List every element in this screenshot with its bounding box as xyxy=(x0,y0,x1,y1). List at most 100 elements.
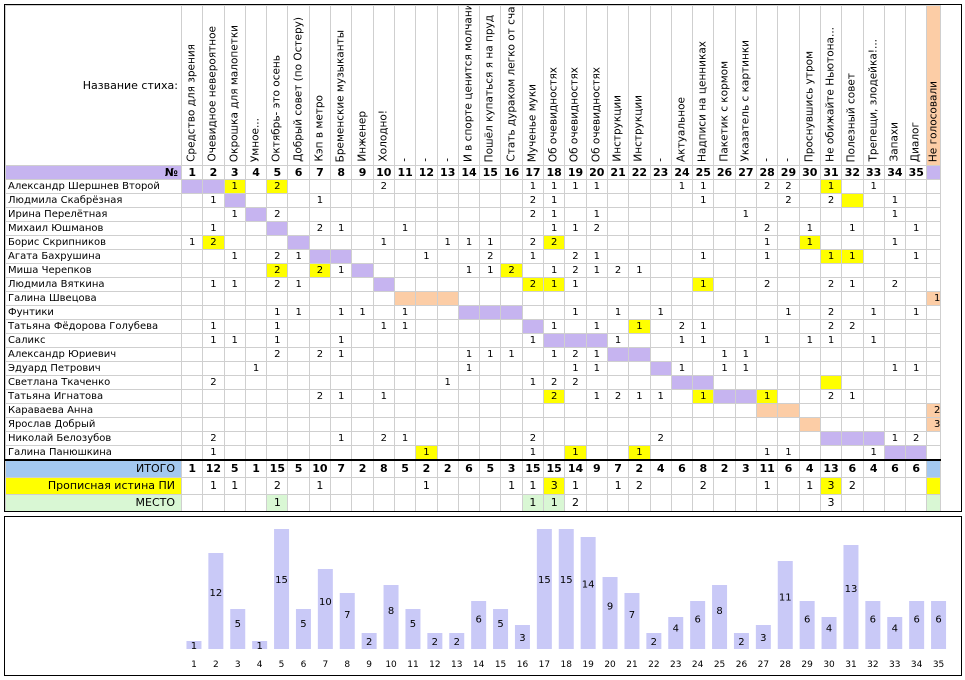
vote-cell: 1 xyxy=(479,235,502,250)
voter-name: Фунтики xyxy=(5,305,182,320)
pi-value xyxy=(777,477,800,495)
vote-cell: 1 xyxy=(692,193,715,208)
vote-cell: 2 xyxy=(308,347,332,362)
vote-cell xyxy=(393,193,417,208)
vote-cell: 1 xyxy=(543,193,566,208)
vote-cell xyxy=(180,445,204,461)
pi-value xyxy=(351,477,374,495)
pi-label: Прописная истина ПИ xyxy=(5,477,182,495)
vote-cell xyxy=(244,249,268,264)
vote-cell xyxy=(756,207,779,222)
vote-cell xyxy=(223,403,246,418)
vote-cell xyxy=(202,417,225,432)
vote-cell xyxy=(564,431,587,446)
vote-cell xyxy=(713,277,736,292)
vote-cell xyxy=(266,193,289,208)
pi-value xyxy=(670,477,694,495)
bar xyxy=(493,609,509,649)
poem-title: Запахи xyxy=(888,122,901,162)
vote-cell xyxy=(372,305,395,320)
bar xyxy=(295,609,311,649)
voter-row: Фунтики 1 1 1 1 1 1 1 1 1 2 1 1 xyxy=(5,305,942,320)
vote-cell xyxy=(606,375,630,390)
vote-cell xyxy=(734,333,758,348)
vote-cell: 2 xyxy=(266,347,289,362)
vote-cell xyxy=(713,179,736,194)
poem-title-cell: Об очевидностях xyxy=(564,5,587,166)
vote-cell xyxy=(500,333,523,348)
vote-cell: 1 xyxy=(266,319,289,334)
bar xyxy=(317,569,333,649)
vote-cell xyxy=(479,319,502,334)
vote-cell xyxy=(500,417,523,432)
vote-cell xyxy=(308,431,332,446)
vote-cell xyxy=(585,431,608,446)
vote-cell: 1 xyxy=(905,305,928,320)
voter-name: Саликс xyxy=(5,333,182,348)
vote-cell: 1 xyxy=(287,305,310,320)
bar xyxy=(624,593,640,649)
vote-cell xyxy=(372,417,395,432)
vote-cell: 1 xyxy=(585,249,608,264)
vote-cell xyxy=(180,389,204,404)
x-tick-label: 21 xyxy=(626,660,637,670)
vote-cell xyxy=(223,375,246,390)
place-value xyxy=(287,494,310,511)
x-tick-label: 27 xyxy=(758,660,769,670)
poem-title: Актуальное xyxy=(675,97,688,162)
x-tick-label: 20 xyxy=(604,660,616,670)
vote-cell xyxy=(649,277,672,292)
place-value xyxy=(798,494,821,511)
voter-row: Саликс 1 1 1 1 1 1 1 1 1 1 1 1 xyxy=(5,333,942,348)
vote-cell xyxy=(777,207,800,222)
vote-cell xyxy=(479,445,502,461)
vote-cell xyxy=(436,263,459,278)
bar-value-label: 9 xyxy=(607,601,613,612)
vote-cell xyxy=(628,179,651,194)
poem-title: Диалог xyxy=(909,121,922,162)
vote-cell xyxy=(606,249,630,264)
vote-cell xyxy=(351,403,374,418)
x-tick-label: 4 xyxy=(257,660,263,670)
vote-cell xyxy=(393,347,417,362)
total-value: 7 xyxy=(606,459,630,478)
vote-cell xyxy=(670,389,694,404)
bar xyxy=(471,601,487,649)
voter-name: Эдуард Петрович xyxy=(5,361,182,376)
vote-cell xyxy=(819,431,843,446)
not-voted-cell xyxy=(926,347,942,362)
bar-value-label: 10 xyxy=(319,597,332,608)
vote-cell xyxy=(393,403,417,418)
vote-cell xyxy=(521,347,545,362)
vote-cell xyxy=(180,319,204,334)
vote-cell xyxy=(330,361,353,376)
x-tick-label: 2 xyxy=(213,660,219,670)
vote-cell: 1 xyxy=(777,305,800,320)
vote-cell xyxy=(713,375,736,390)
vote-cell xyxy=(543,403,566,418)
vote-cell xyxy=(649,347,672,362)
place-value xyxy=(244,494,268,511)
vote-cell xyxy=(223,263,246,278)
poem-number: 29 xyxy=(777,165,800,180)
vote-cell xyxy=(777,347,800,362)
poem-title: Указатель с картинки xyxy=(739,40,752,162)
place-value xyxy=(777,494,800,511)
total-value: 5 xyxy=(223,459,246,478)
voter-name: Александр Юриевич xyxy=(5,347,182,362)
bar-value-label: 15 xyxy=(538,575,551,586)
total-value: 13 xyxy=(819,459,843,478)
vote-cell: 2 xyxy=(521,207,545,222)
poem-number: 22 xyxy=(628,165,651,180)
total-value: 2 xyxy=(415,459,438,478)
vote-cell xyxy=(266,417,289,432)
vote-cell xyxy=(819,207,843,222)
vote-cell xyxy=(798,445,821,461)
vote-cell xyxy=(628,347,651,362)
voter-name: Галина Панюшкина xyxy=(5,445,182,461)
vote-cell xyxy=(223,193,246,208)
place-value: 1 xyxy=(543,494,566,511)
vote-cell xyxy=(756,347,779,362)
totals-label: ИТОГО xyxy=(5,459,182,478)
poem-number: 7 xyxy=(308,165,332,180)
